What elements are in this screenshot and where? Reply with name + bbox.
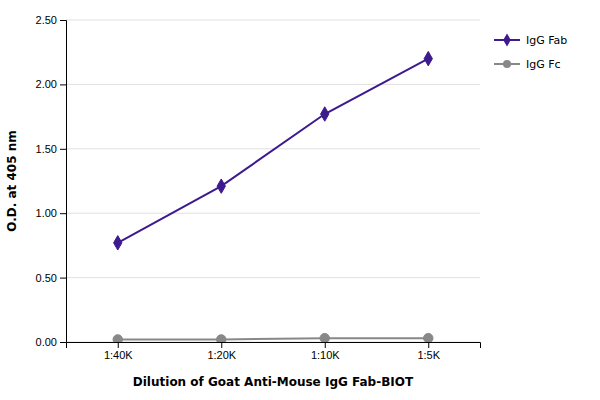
y-tick-mark: [60, 20, 66, 21]
x-tick-label: 1:40K: [104, 349, 133, 361]
y-axis-title: O.D. at 405 nm: [5, 130, 19, 231]
x-axis-line: [67, 343, 481, 349]
legend: IgG Fab IgG Fc: [494, 33, 567, 70]
legend-item: IgG Fc: [494, 58, 561, 71]
y-tick: 1.00: [36, 207, 66, 219]
chart: 0.000.501.001.502.002.501:40K1:20K1:10K1…: [0, 0, 600, 400]
series-marker: [113, 335, 122, 342]
y-tick: 0.00: [36, 336, 66, 348]
y-tick-mark: [60, 149, 66, 150]
legend-swatch-marker: [503, 33, 511, 46]
x-tick-mark: [221, 342, 222, 348]
x-tick-mark: [325, 342, 326, 348]
series-marker: [217, 335, 226, 342]
y-axis: 0.00 0.50 1.00 1.50 2.00 2.50: [36, 14, 67, 348]
legend-item: IgG Fab: [494, 33, 567, 46]
x-tick: 1:10K: [311, 342, 340, 361]
legend-label: IgG Fab: [526, 34, 567, 47]
x-tick-label: 1:20K: [207, 349, 236, 361]
x-tick: 1:20K: [207, 342, 236, 361]
y-tick-label: 2.50: [36, 14, 57, 26]
grid-line: [66, 84, 480, 85]
y-tick-label: 1.00: [36, 207, 57, 219]
series-marker: [320, 333, 329, 342]
series-marker: [424, 333, 433, 342]
series-marker: [217, 179, 225, 193]
grid: [66, 20, 480, 342]
y-tick-mark: [60, 342, 66, 343]
y-tick: 2.50: [36, 14, 66, 26]
y-tick-label: 2.00: [36, 78, 57, 90]
y-axis-line: [60, 21, 67, 343]
x-tick-label: 1:5K: [417, 349, 440, 361]
legend-label: IgG Fc: [526, 58, 561, 71]
x-tick-mark: [428, 342, 429, 348]
y-tick-mark: [60, 84, 66, 85]
legend-swatch-marker: [503, 60, 511, 68]
y-tick-mark: [60, 213, 66, 214]
grid-line: [66, 213, 480, 214]
plot: 0.000.501.001.502.002.501:40K1:20K1:10K1…: [5, 14, 481, 389]
x-axis: 1:40K 1:20K 1:10K 1:5K: [67, 342, 481, 361]
y-tick-label: 0.50: [36, 272, 57, 284]
y-tick: 2.00: [36, 78, 66, 90]
grid-line: [66, 20, 480, 21]
series-marker: [424, 51, 432, 65]
grid-line: [66, 277, 480, 278]
y-tick: 1.50: [36, 143, 66, 155]
x-tick: 1:5K: [417, 342, 440, 361]
marks: [113, 51, 433, 342]
x-tick-mark: [118, 342, 119, 348]
x-tick-label: 1:10K: [311, 349, 340, 361]
series-marker: [114, 236, 122, 250]
series-line: [118, 338, 429, 339]
y-tick-label: 0.00: [36, 336, 57, 348]
x-tick: 1:40K: [104, 342, 133, 361]
y-tick: 0.50: [36, 272, 66, 284]
x-axis-title: Dilution of Goat Anti-Mouse IgG Fab-BIOT: [133, 375, 414, 389]
series-marker: [321, 107, 329, 121]
y-tick-label: 1.50: [36, 143, 57, 155]
series-line: [118, 59, 429, 243]
y-tick-mark: [60, 278, 66, 279]
